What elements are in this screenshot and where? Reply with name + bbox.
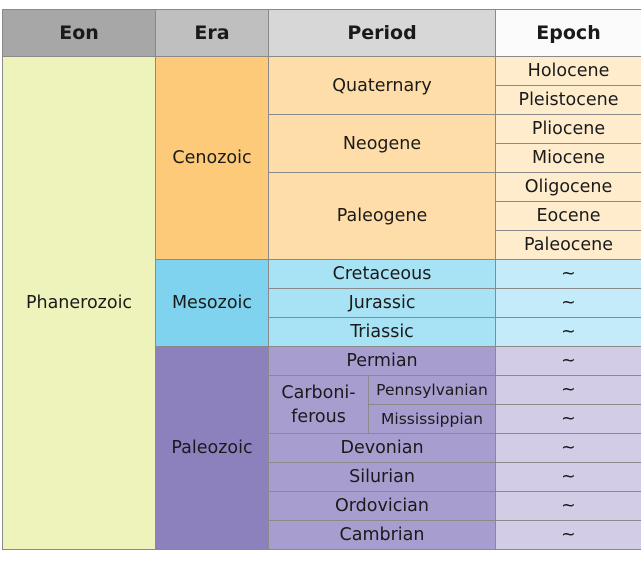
eon-phanerozoic: Phanerozoic <box>2 56 156 550</box>
table-row: Mississippian ~ <box>3 404 641 434</box>
period-cambrian: Cambrian <box>267 520 497 550</box>
period-permian: Permian <box>267 346 497 376</box>
epoch-placeholder: ~ <box>495 433 641 463</box>
subperiod-pennsylvanian: Pennsylvanian <box>367 375 497 405</box>
header-epoch: Epoch <box>495 9 641 57</box>
table-row: Jurassic ~ <box>3 288 641 318</box>
table-row: Silurian ~ <box>3 462 641 492</box>
epoch-pliocene: Pliocene <box>495 114 641 144</box>
era-cenozoic: Cenozoic <box>155 56 269 260</box>
table-row: Eocene <box>3 201 641 231</box>
epoch-placeholder: ~ <box>495 259 641 289</box>
epoch-placeholder: ~ <box>495 375 641 405</box>
epoch-placeholder: ~ <box>495 346 641 376</box>
table-row: Neogene Pliocene <box>3 114 641 173</box>
period-cretaceous: Cretaceous <box>267 259 497 289</box>
epoch-placeholder: ~ <box>495 491 641 521</box>
header-eon: Eon <box>2 9 156 57</box>
epoch-eocene: Eocene <box>495 201 641 231</box>
period-triassic: Triassic <box>267 317 497 347</box>
header-era: Era <box>155 9 269 57</box>
table-row: Miocene <box>3 143 641 173</box>
period-neogene: Neogene <box>267 114 497 173</box>
period-paleogene: Paleogene <box>267 172 497 260</box>
period-ordovician: Ordovician <box>267 491 497 521</box>
table-row: Devonian ~ <box>3 433 641 463</box>
period-jurassic: Jurassic <box>267 288 497 318</box>
period-devonian: Devonian <box>267 433 497 463</box>
epoch-pleistocene: Pleistocene <box>495 85 641 115</box>
period-carboniferous-line-1: Carboni- <box>281 382 356 403</box>
period-carboniferous-line-2: ferous <box>291 406 346 427</box>
period-carboniferous: Carboni- ferous <box>268 375 369 434</box>
era-paleozoic: Paleozoic <box>155 346 269 550</box>
header-row: Eon Era Period Epoch <box>2 9 641 57</box>
header-period: Period <box>267 9 497 57</box>
table-row: Phanerozoic Cenozoic Quaternary Holocene <box>2 56 641 550</box>
table-row: Ordovician ~ <box>3 491 641 521</box>
epoch-miocene: Miocene <box>495 143 641 173</box>
table-row: Paleogene Oligocene <box>3 172 641 260</box>
period-quaternary: Quaternary <box>267 56 497 115</box>
geologic-time-table: Eon Era Period Epoch Phanerozoic Cenozoi… <box>2 9 641 550</box>
epoch-holocene: Holocene <box>495 56 641 86</box>
table-row: Mesozoic Cretaceous ~ <box>3 259 641 347</box>
table-row: Triassic ~ <box>3 317 641 347</box>
epoch-placeholder: ~ <box>495 520 641 550</box>
era-mesozoic: Mesozoic <box>155 259 269 347</box>
period-silurian: Silurian <box>267 462 497 492</box>
epoch-placeholder: ~ <box>495 462 641 492</box>
epoch-paleocene: Paleocene <box>495 230 641 260</box>
epoch-placeholder: ~ <box>495 288 641 318</box>
table-row: Cambrian ~ <box>3 520 641 550</box>
epoch-placeholder: ~ <box>495 317 641 347</box>
table-row: Carboni- ferous Pennsylvanian ~ <box>3 375 641 434</box>
geologic-time-table-frame: Eon Era Period Epoch Phanerozoic Cenozoi… <box>2 9 641 550</box>
table-row: Paleocene <box>3 230 641 260</box>
subperiod-mississippian: Mississippian <box>367 404 497 434</box>
epoch-oligocene: Oligocene <box>495 172 641 202</box>
epoch-placeholder: ~ <box>495 404 641 434</box>
table-row: Pleistocene <box>3 85 641 115</box>
